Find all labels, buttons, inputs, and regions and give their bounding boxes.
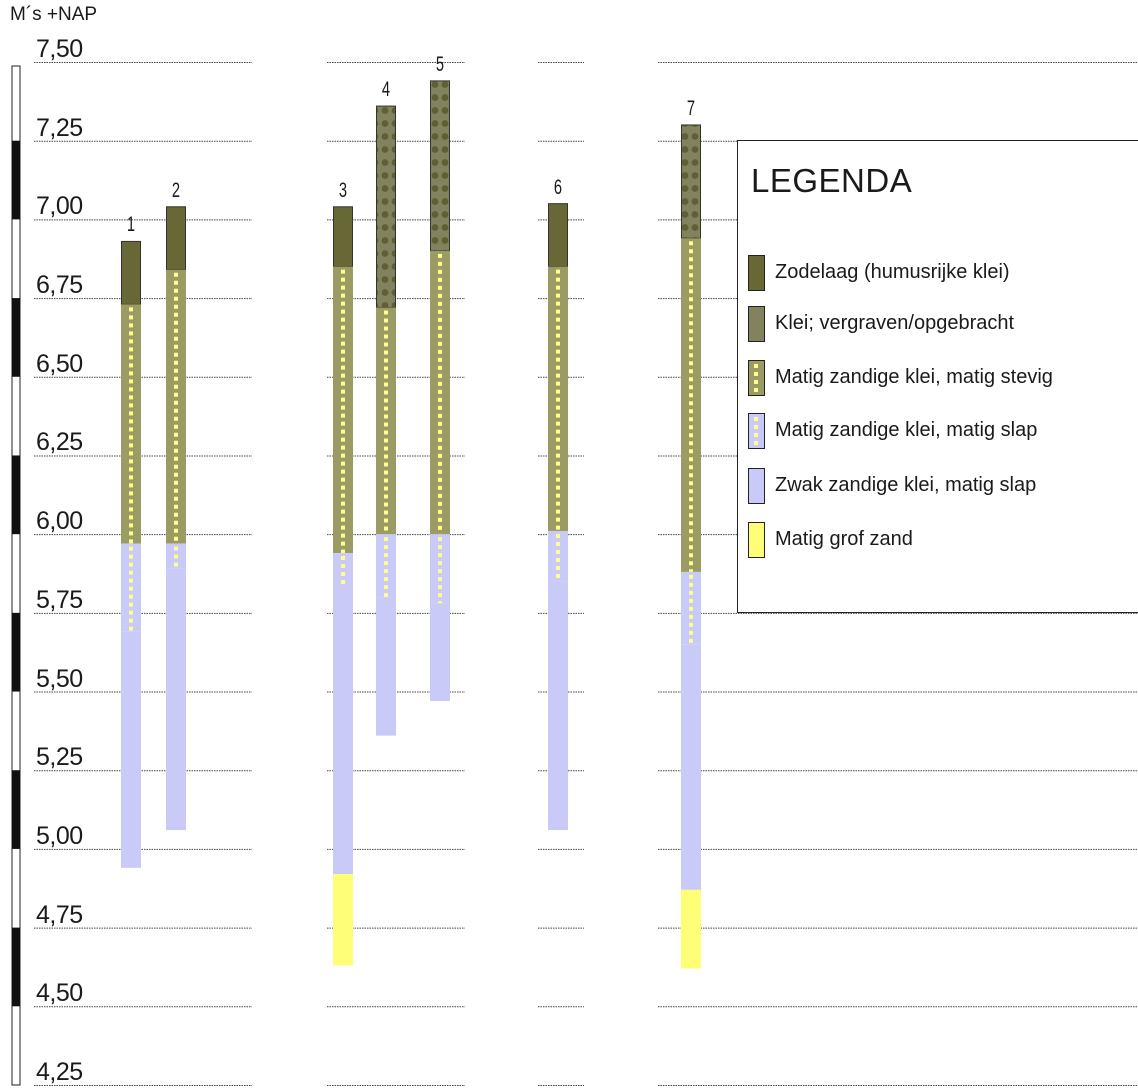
elevation-tick-label: 4,25 (36, 1058, 83, 1086)
layer-klei-vergraven (430, 80, 450, 251)
elevation-tick-label: 6,50 (36, 349, 83, 378)
borehole-label: 6 (553, 175, 563, 199)
elevation-tick-label: 6,00 (36, 507, 83, 536)
legend-item-label: Matig zandige klei, matig stevig (775, 366, 1053, 388)
legend-item-label: Zwak zandige klei, matig slap (775, 474, 1037, 496)
elevation-tick-label: 5,25 (36, 743, 83, 772)
layer-zwak-slap (548, 581, 568, 831)
legend-swatch (748, 413, 765, 449)
legend: LEGENDA Zodelaag (humusrijke klei) Klei; … (737, 140, 1138, 613)
legend-swatch-dash (754, 364, 758, 394)
layer-grof-zand (333, 874, 353, 966)
borehole-label: 2 (171, 178, 181, 202)
borehole-5 (430, 80, 450, 701)
elevation-tick-label: 7,00 (36, 192, 83, 221)
borehole-label: 5 (435, 52, 445, 76)
legend-swatch (748, 360, 765, 396)
scale-bar-segment (12, 140, 20, 220)
legend-swatch (748, 306, 765, 342)
legend-swatch-dash (754, 417, 758, 447)
legend-item-label: Matig grof zand (775, 528, 913, 550)
layer-matig-stevig (333, 266, 353, 554)
layer-zwak-slap (430, 603, 450, 701)
borehole-1 (121, 240, 141, 868)
layer-matig-stevig (121, 304, 141, 544)
elevation-tick-label: 4,75 (36, 900, 83, 929)
layer-grof-zand (681, 889, 701, 969)
scale-bar-segment (12, 298, 20, 377)
unit-label: M´s +NAP (10, 4, 98, 25)
scale-bar-segment (12, 770, 20, 849)
borehole-7 (681, 124, 701, 969)
layer-matig-slap (548, 531, 568, 582)
borehole-6 (548, 203, 568, 831)
elevation-tick-label: 5,75 (36, 585, 83, 614)
scale-bar-segment (12, 612, 20, 692)
layer-matig-slap (376, 534, 396, 598)
layer-zodelaag (333, 206, 353, 267)
borehole-label: 1 (126, 213, 136, 237)
borehole-3 (333, 206, 353, 966)
elevation-tick-label: 7,50 (36, 35, 83, 63)
scale-bar-segment (12, 455, 20, 535)
layer-matig-stevig (166, 269, 186, 544)
layer-zwak-slap (333, 584, 353, 875)
layer-zwak-slap (681, 644, 701, 890)
layer-klei-vergraven (681, 124, 701, 239)
legend-swatch (748, 255, 765, 291)
layer-klei-vergraven (376, 106, 396, 308)
layer-zwak-slap (376, 597, 396, 736)
borehole-4 (376, 105, 396, 736)
layer-matig-slap (333, 553, 353, 585)
layer-outline (333, 206, 353, 268)
elevation-tick-label: 6,25 (36, 428, 83, 457)
legend-title: LEGENDA (751, 162, 913, 199)
scale-bar-segment (12, 927, 20, 1007)
borehole-label: 3 (338, 178, 348, 202)
layer-zwak-slap (121, 631, 141, 868)
legend-item-label: Klei; vergraven/opgebracht (775, 312, 1015, 334)
elevation-tick-label: 5,00 (36, 821, 83, 850)
legend-item-label: Matig zandige klei, matig slap (775, 419, 1038, 441)
elevation-tick-label: 4,50 (36, 979, 83, 1008)
borehole-label: 7 (686, 96, 696, 120)
layer-matig-stevig (376, 307, 396, 535)
legend-item-label: Zodelaag (humusrijke klei) (775, 261, 1010, 283)
legend-swatch (748, 468, 765, 504)
layer-zodelaag (121, 241, 141, 305)
legend-swatch (748, 522, 765, 558)
elevation-tick-label: 5,50 (36, 664, 83, 693)
elevation-tick-label: 6,75 (36, 271, 83, 300)
layer-zodelaag (548, 203, 568, 267)
layer-zodelaag (166, 206, 186, 270)
borehole-label: 4 (381, 78, 391, 102)
layer-matig-slap (430, 534, 450, 604)
elevation-tick-label: 7,25 (36, 113, 83, 142)
borehole-2 (166, 206, 186, 831)
layer-zwak-slap (166, 568, 186, 831)
scale-bar (11, 65, 21, 1086)
